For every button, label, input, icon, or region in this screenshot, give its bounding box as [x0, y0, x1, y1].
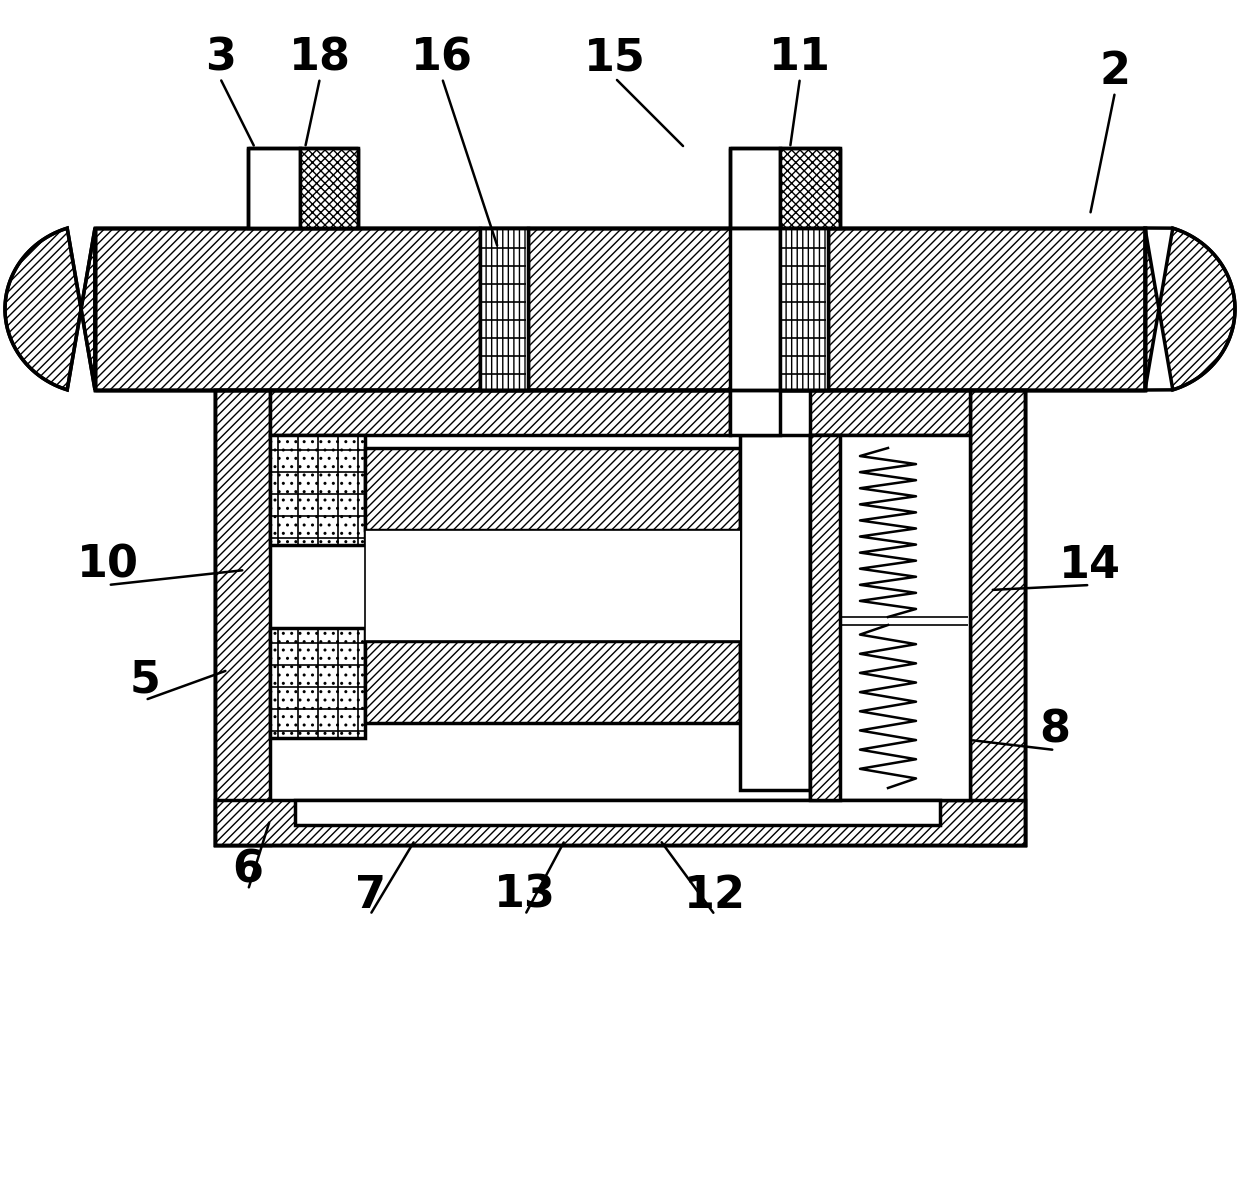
Bar — [365, 530, 740, 641]
Text: 2: 2 — [1100, 51, 1131, 93]
Bar — [480, 228, 528, 390]
Bar — [528, 228, 780, 390]
Bar — [95, 228, 1145, 390]
Bar — [740, 435, 810, 790]
Text: 11: 11 — [769, 36, 831, 80]
Bar — [300, 148, 358, 228]
Bar — [95, 228, 1145, 390]
Bar — [780, 148, 839, 228]
Text: 15: 15 — [584, 36, 646, 80]
Bar — [730, 148, 780, 228]
Text: 18: 18 — [289, 36, 351, 80]
Polygon shape — [5, 228, 95, 390]
Bar — [270, 629, 365, 738]
Bar — [780, 248, 828, 390]
Polygon shape — [1145, 228, 1235, 390]
Bar — [95, 228, 480, 390]
Text: 6: 6 — [233, 849, 263, 891]
Bar — [215, 390, 270, 845]
Text: 14: 14 — [1059, 544, 1121, 586]
Text: 8: 8 — [1039, 709, 1070, 751]
Bar — [215, 390, 1025, 845]
Bar — [215, 800, 1025, 845]
Text: 10: 10 — [77, 544, 139, 586]
Text: 16: 16 — [410, 36, 472, 80]
Bar — [365, 448, 740, 530]
Bar — [215, 390, 1025, 845]
Text: 5: 5 — [129, 658, 160, 701]
Bar — [248, 148, 300, 228]
Text: 7: 7 — [355, 873, 386, 917]
Bar — [810, 435, 970, 800]
Bar — [810, 435, 839, 800]
Bar — [480, 248, 528, 390]
Bar — [365, 641, 740, 723]
Bar — [270, 435, 365, 545]
Bar — [270, 390, 730, 435]
Bar — [295, 800, 940, 825]
Bar — [780, 228, 828, 390]
Text: 12: 12 — [684, 873, 746, 917]
Text: 13: 13 — [494, 873, 556, 917]
Text: 3: 3 — [205, 36, 236, 80]
Bar — [730, 228, 780, 435]
Bar — [970, 390, 1025, 845]
Bar — [828, 228, 1145, 390]
Bar — [810, 390, 970, 435]
